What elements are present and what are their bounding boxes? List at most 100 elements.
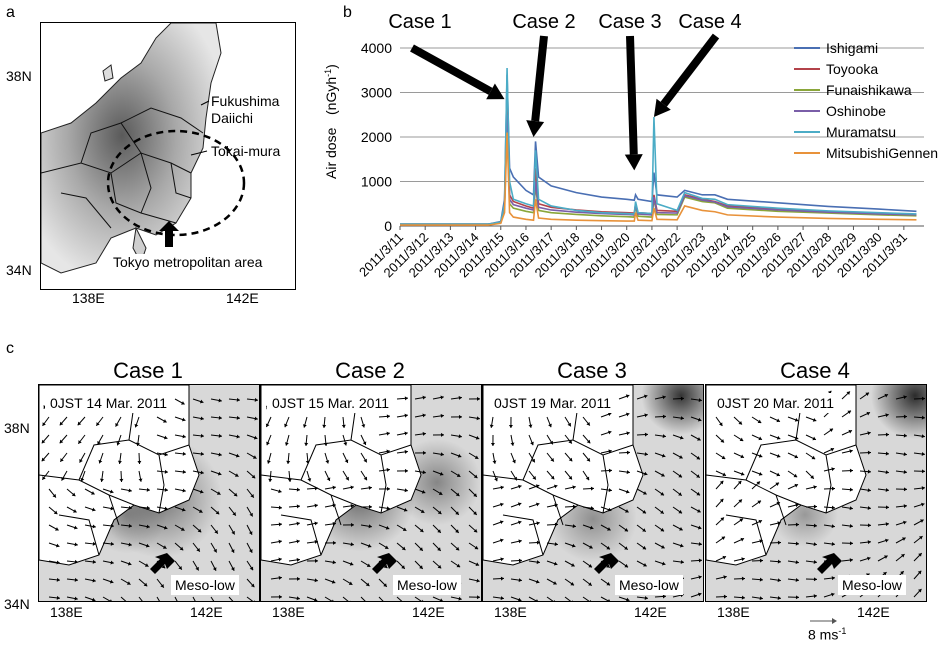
wind-vector-head [607, 412, 612, 417]
wind-vector-head [902, 537, 906, 541]
wind-vector-head [419, 547, 423, 551]
wind-vector-head [296, 504, 300, 509]
wind-vector-head [572, 485, 576, 490]
wind-vector-head [570, 581, 574, 586]
wind-vector-head [741, 595, 745, 600]
wind-vector-head [535, 599, 538, 601]
wind-vector-head [777, 540, 781, 545]
wind-vector-head [589, 545, 593, 549]
wind-vector-head [128, 523, 132, 528]
legend-label: Toyooka [826, 61, 878, 77]
prefecture-border [58, 514, 100, 556]
wind-vector-head [181, 401, 185, 405]
wind-vector-head [697, 509, 701, 513]
wind-vector-head [606, 564, 610, 568]
panel-a-lat-38: 38N [6, 68, 32, 84]
wind-vector-head [642, 528, 646, 532]
wind-vector-head [234, 473, 239, 477]
wind-vector-head [331, 579, 336, 584]
wind-vector-head [404, 468, 408, 473]
wind-vector-head [697, 417, 702, 422]
wind-vector-head [535, 579, 540, 584]
wind-vector-head [846, 391, 850, 395]
wind-vector-head [182, 488, 186, 493]
case-3-lon-138: 138E [494, 604, 527, 620]
wind-vector-head [643, 563, 647, 567]
wind-vector-head [849, 468, 853, 473]
wind-vector-head [440, 395, 444, 400]
wind-vector-head [422, 431, 426, 436]
y-tick-label: 2000 [361, 129, 392, 145]
wind-vector-head [719, 480, 724, 485]
wind-vector-head [588, 563, 592, 568]
wind-vector-head [903, 433, 907, 438]
wind-vector-head [109, 489, 114, 494]
wind-vector-head [678, 509, 683, 514]
wind-vector-head [661, 561, 666, 566]
wind-vector-head [458, 395, 462, 400]
wind-vector-head [404, 488, 408, 493]
wind-vector-head [60, 458, 64, 462]
wind-vector-head [304, 442, 309, 446]
wind-vector-head [626, 450, 630, 455]
wind-vector-head [403, 507, 408, 512]
wind-vector-head [322, 424, 327, 428]
wind-vector-head [251, 474, 256, 479]
wind-vector-head [518, 484, 522, 489]
case-map-2: 0JST 15 Mar. 2011 Meso-low [260, 384, 482, 602]
wind-vector-head [249, 566, 254, 571]
panel-a-map-svg [41, 23, 246, 274]
wind-vector-head [473, 493, 477, 497]
wind-vector-head [644, 432, 648, 437]
wind-vector-head [305, 460, 310, 464]
wind-vector-head [362, 441, 367, 445]
wind-vector-head [678, 492, 682, 496]
wind-vector-head [608, 488, 612, 493]
wind-vector-head [776, 472, 780, 477]
wind-vector-head [386, 467, 390, 472]
wind-vector-head [455, 529, 459, 533]
wind-scale-value: 8 ms [808, 626, 839, 643]
wind-vector-head [530, 441, 534, 446]
wind-vector-head [831, 592, 835, 597]
prefecture-border [330, 494, 342, 526]
wind-vector-head [518, 558, 522, 563]
wind-vector-head [218, 433, 222, 438]
wind-vector-head [549, 440, 553, 445]
legend-label: Funaishikawa [826, 82, 912, 98]
wind-vector-head [116, 441, 121, 446]
wind-vector-head [249, 549, 253, 553]
wind-vector-head [882, 572, 887, 576]
wind-vector-head [777, 578, 781, 583]
wind-vector-head [97, 440, 101, 445]
wind-vector-head [363, 458, 367, 463]
wind-vector-head [625, 412, 630, 417]
wind-vector-head [920, 519, 924, 523]
wind-vector-head [795, 578, 799, 583]
wind-vector-head [532, 476, 536, 480]
wind-vector-head [568, 440, 572, 444]
wind-vector-head [231, 530, 235, 535]
wind-vector-head [500, 485, 504, 490]
wind-vector-head [758, 471, 763, 476]
wind-vector-head [386, 506, 390, 511]
wind-vector-head [528, 424, 533, 428]
wind-vector-head [679, 455, 683, 459]
case-arrow-shaft [626, 35, 638, 155]
wind-vector-head [740, 454, 744, 459]
wind-vector [360, 596, 366, 601]
wind-vector-head [500, 576, 504, 581]
prefecture-border [825, 454, 832, 514]
wind-vector-head [777, 596, 781, 601]
wind-vector-head [531, 458, 535, 463]
wind-vector-head [554, 522, 558, 527]
wind-vector-head [661, 473, 665, 477]
wind-scale-arrow [810, 618, 837, 624]
wind-vector-head [813, 542, 817, 547]
wind-vector [378, 596, 384, 601]
wind-vector [228, 596, 234, 601]
wind-vector [564, 596, 572, 601]
wind-vector-head [740, 537, 745, 542]
wind-vector-head [794, 483, 799, 488]
case-map-svg-4 [706, 385, 926, 601]
